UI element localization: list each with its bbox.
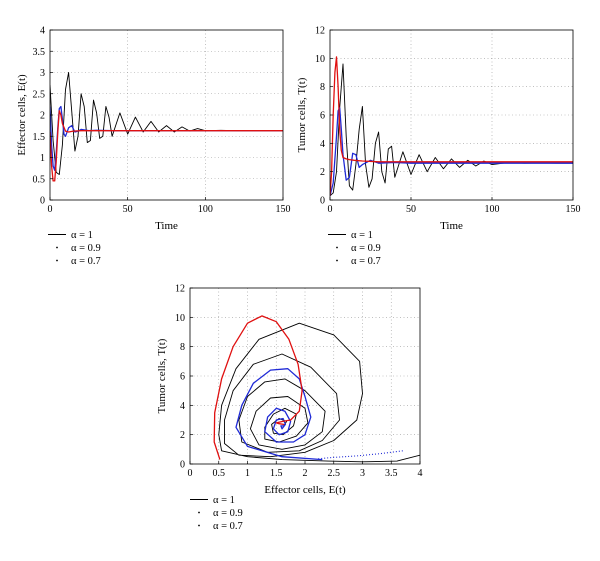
- x-tick-label: 0: [328, 204, 333, 215]
- legend-swatch-dot: [336, 246, 338, 249]
- series-group: [213, 315, 420, 463]
- x-tick-label: 1: [245, 468, 250, 479]
- x-tick-label: 100: [198, 204, 213, 215]
- y-tick-label: 10: [315, 54, 325, 65]
- x-tick-label: 150: [276, 204, 291, 215]
- legend-label: α = 0.9: [213, 508, 243, 519]
- x-tick-label: 2.5: [328, 468, 341, 479]
- series-line--1: [330, 63, 573, 197]
- y-tick-label: 3: [40, 68, 45, 79]
- x-axis-label: Time: [155, 220, 178, 232]
- x-tick-label: 50: [123, 204, 133, 215]
- y-tick-label: 0.5: [33, 174, 46, 185]
- y-tick-label: 4: [40, 26, 45, 37]
- y-tick-label: 8: [180, 342, 185, 353]
- legend-swatch-dot: [56, 246, 58, 249]
- series-line--1: [50, 72, 283, 175]
- y-axis-label: Tumor cells, T(t): [296, 77, 308, 152]
- legend: α = 1 α = 0.9 α = 0.7: [328, 230, 381, 267]
- x-tick-label: 150: [566, 204, 581, 215]
- series-group: [330, 56, 573, 197]
- legend-label: α = 0.9: [351, 243, 381, 254]
- y-tick-label: 1: [40, 153, 45, 164]
- legend-swatch-dot: [56, 259, 58, 262]
- legend-label: α = 1: [213, 495, 235, 506]
- y-tick-label: 0: [40, 196, 45, 207]
- series-group: [50, 72, 283, 182]
- legend-label: α = 0.7: [351, 256, 381, 267]
- legend-label: α = 1: [71, 230, 93, 241]
- series-line--0-7: [330, 56, 573, 196]
- chart-panel-top-left: 0 50 100 150 0 0.5 1 1.5 2 2.5 3 3.5 4 Time Effector c…: [16, 26, 291, 268]
- legend-label: α = 0.7: [71, 256, 101, 267]
- y-tick-label: 3.5: [33, 47, 46, 58]
- y-tick-label: 2: [180, 430, 185, 441]
- y-tick-label: 4: [180, 401, 185, 412]
- x-tick-label: 100: [485, 204, 500, 215]
- y-tick-label: 6: [320, 111, 325, 122]
- legend-swatch-dot: [198, 524, 200, 527]
- legend-label: α = 1: [351, 230, 373, 241]
- legend-swatch-dot: [198, 511, 200, 514]
- y-tick-label: 12: [175, 284, 185, 295]
- legend-label: α = 0.7: [213, 521, 243, 532]
- y-axis-label: Effector cells, E(t): [16, 74, 28, 156]
- series-line--0-7: [50, 110, 283, 182]
- series-line--0-9: [330, 107, 573, 196]
- y-tick-label: 2: [40, 111, 45, 122]
- x-tick-label: 50: [406, 204, 416, 215]
- x-axis-label: Time: [440, 220, 463, 232]
- y-tick-label: 4: [320, 139, 325, 150]
- series-line--0-9-dotted-tail-: [316, 450, 403, 460]
- y-tick-label: 0: [320, 196, 325, 207]
- legend: α = 1 α = 0.9 α = 0.7: [48, 230, 101, 267]
- legend: α = 1 α = 0.9 α = 0.7: [190, 495, 243, 532]
- x-tick-label: 1.5: [270, 468, 283, 479]
- x-axis-label: Effector cells, E(t): [264, 484, 346, 496]
- y-tick-label: 10: [175, 313, 185, 324]
- x-tick-label: 3.5: [385, 468, 398, 479]
- x-tick-label: 2: [303, 468, 308, 479]
- y-tick-label: 6: [180, 372, 185, 383]
- chart-panel-bottom-phase: 0 0.5 1 1.5 2 2.5 3 3.5 4 0 2 4 6 8 10 12 Effector cells…: [156, 284, 423, 533]
- series-line--0-7: [213, 315, 303, 460]
- y-axis-label: Tumor cells, T(t): [156, 338, 168, 413]
- y-tick-label: 8: [320, 82, 325, 93]
- chart-panel-top-right: 0 50 100 150 0 2 4 6 8 10 12 Time Tumor cells, T(t) α…: [296, 26, 581, 268]
- x-tick-label: 3: [360, 468, 365, 479]
- legend-swatch-dot: [336, 259, 338, 262]
- y-tick-label: 2.5: [33, 89, 46, 100]
- series-line--0-9: [235, 368, 323, 461]
- x-tick-label: 0: [188, 468, 193, 479]
- legend-label: α = 0.9: [71, 243, 101, 254]
- y-tick-label: 0: [180, 460, 185, 471]
- x-tick-label: 0: [48, 204, 53, 215]
- x-tick-label: 0.5: [213, 468, 226, 479]
- x-tick-label: 4: [418, 468, 423, 479]
- y-tick-label: 1.5: [33, 132, 46, 143]
- y-tick-label: 12: [315, 26, 325, 37]
- y-tick-label: 2: [320, 167, 325, 178]
